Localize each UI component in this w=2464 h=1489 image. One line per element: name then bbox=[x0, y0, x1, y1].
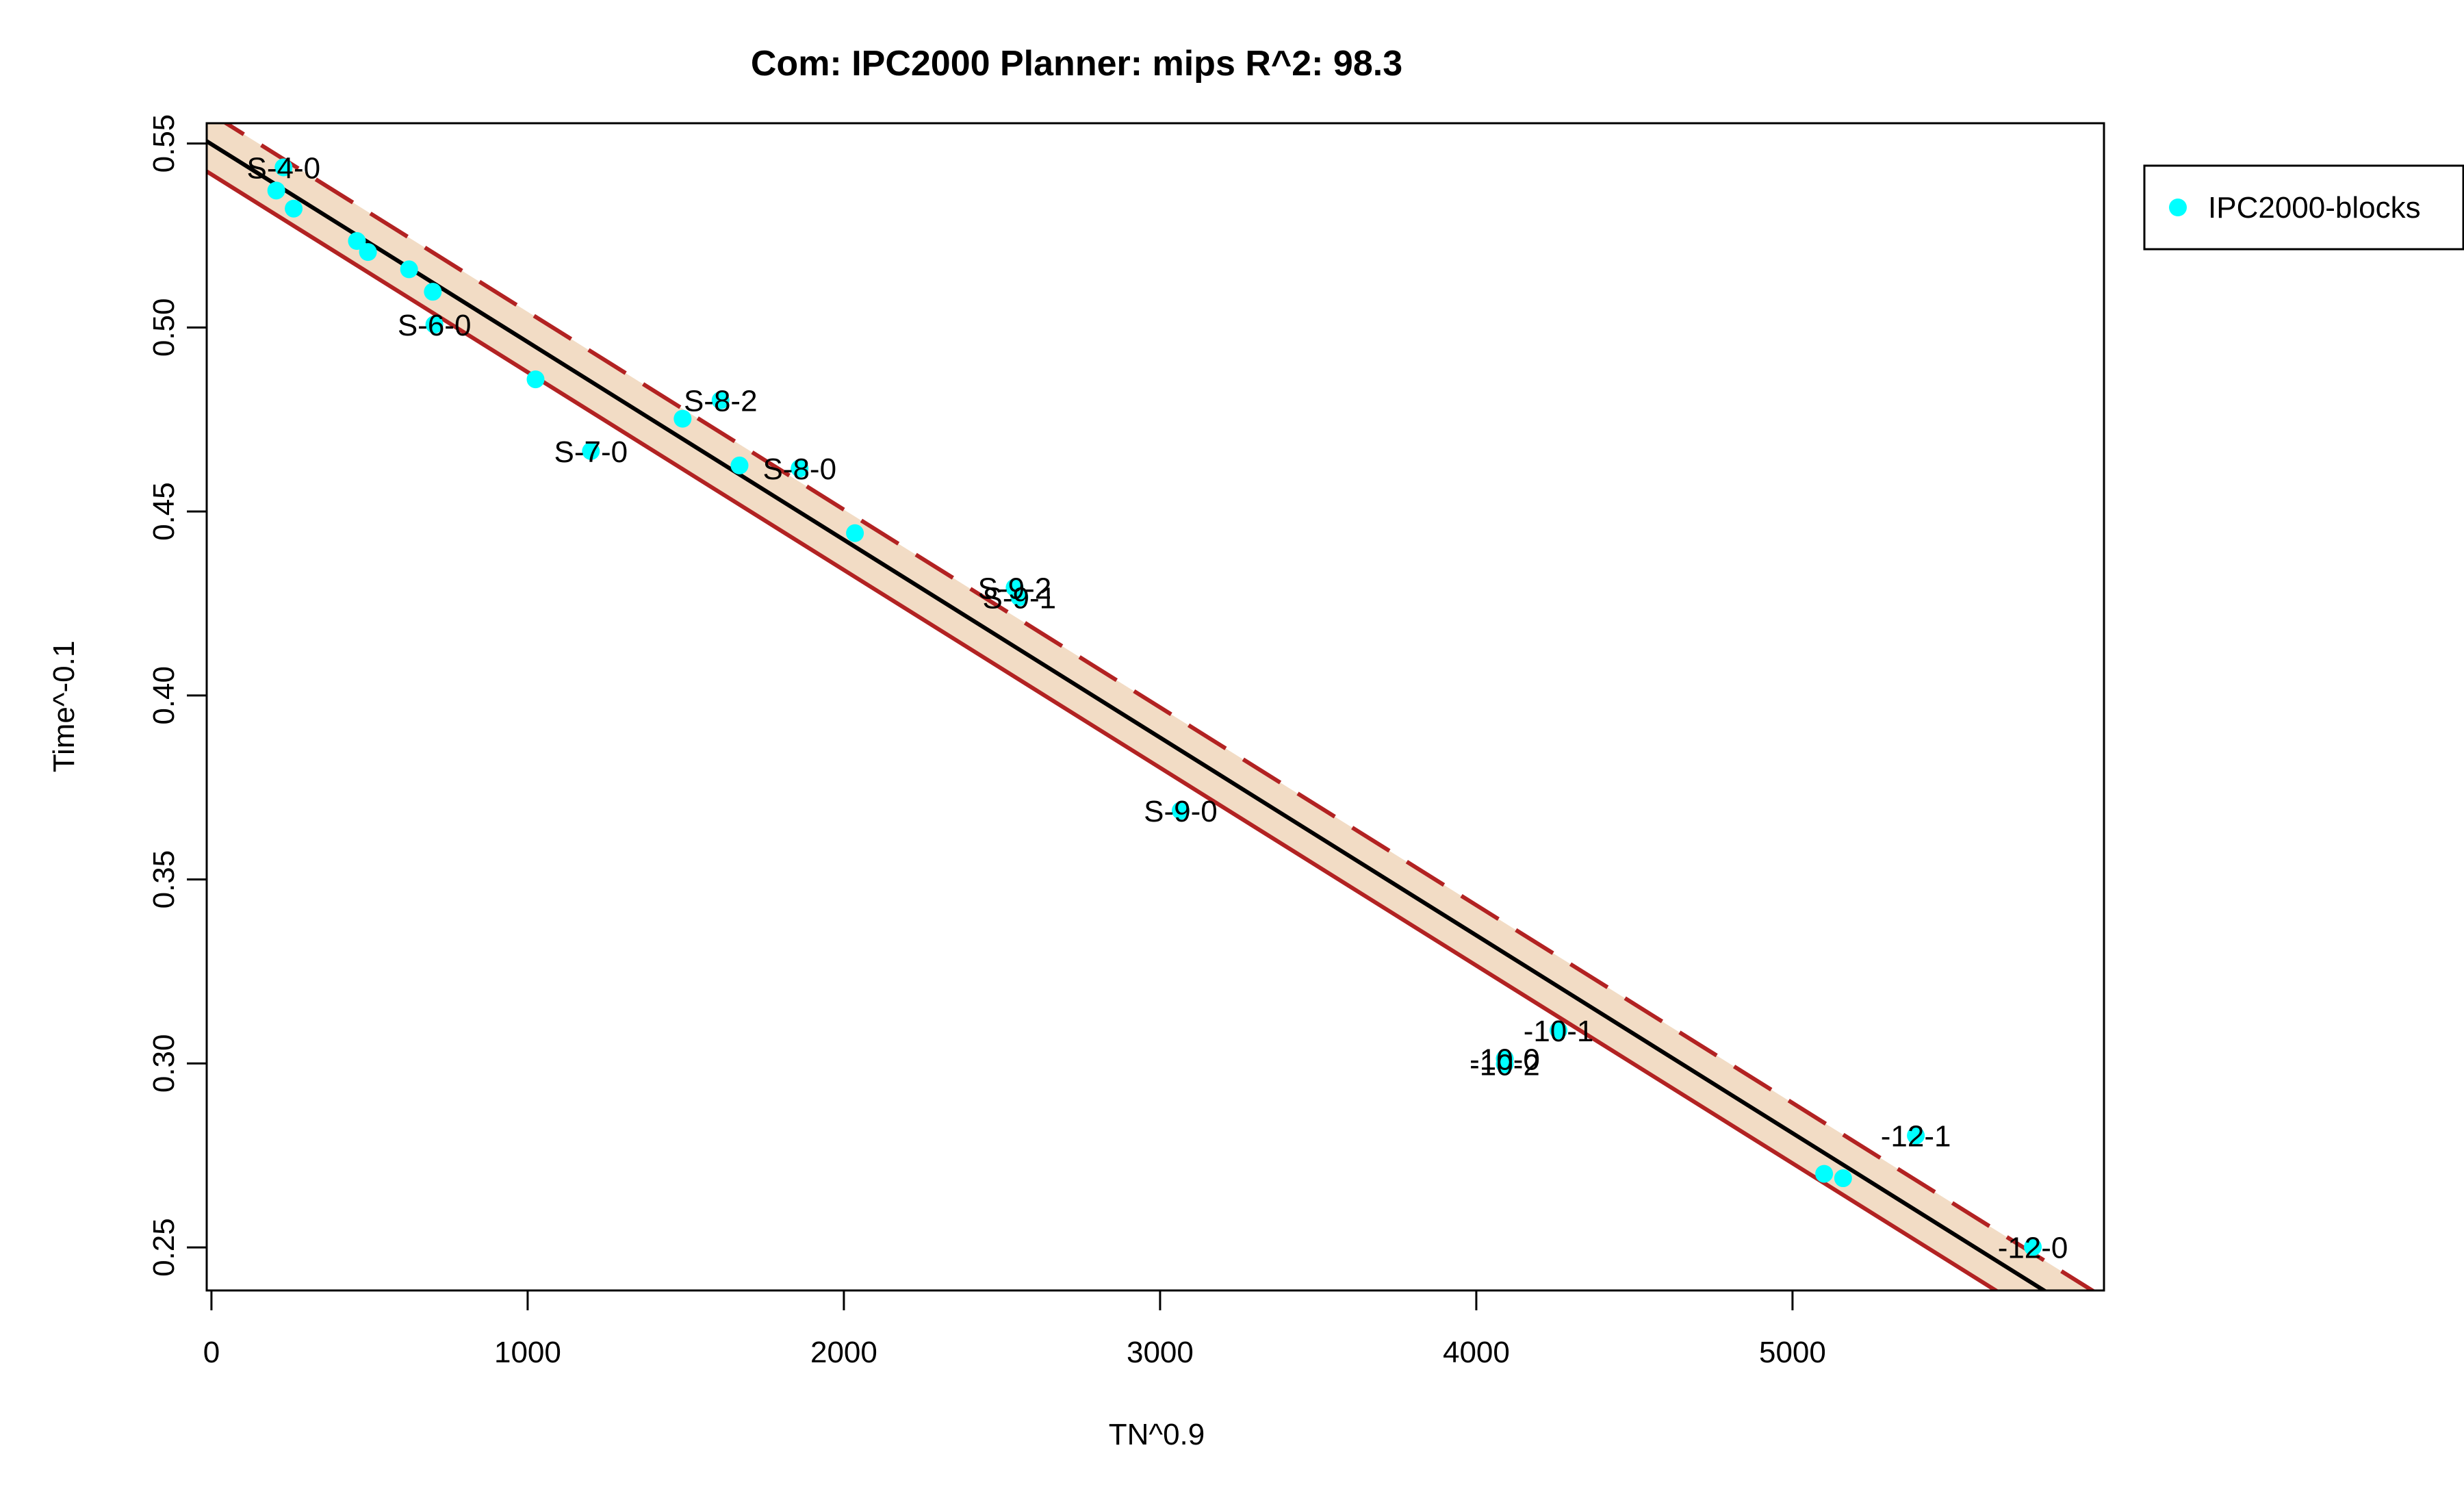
legend-marker-icon bbox=[2169, 199, 2187, 216]
band-upper-line bbox=[222, 123, 2096, 1290]
data-point bbox=[424, 283, 442, 301]
point-label: S-9-0 bbox=[1144, 795, 1218, 828]
point-label: S-6-0 bbox=[398, 309, 472, 342]
point-label: S-9-2 bbox=[978, 572, 1052, 605]
point-label: S-7-0 bbox=[554, 435, 628, 469]
data-point bbox=[1550, 1021, 1568, 1039]
point-label: -12-0 bbox=[1998, 1232, 2068, 1265]
y-tick-label: 0.45 bbox=[147, 482, 181, 541]
data-point bbox=[582, 442, 600, 460]
band-lower-line bbox=[207, 169, 2000, 1290]
data-point bbox=[1815, 1165, 1834, 1183]
legend-entry-label: IPC2000-blocks bbox=[2208, 191, 2421, 225]
legend-box bbox=[2143, 164, 2464, 251]
point-label: S-8-0 bbox=[762, 453, 836, 486]
point-label: S-4-0 bbox=[246, 152, 320, 186]
data-point bbox=[348, 232, 366, 251]
point-labels: S-4-0 S-6-0 S-8-2 S-7-0 S-8-0 S-9-2S-9-1 S-9-0… bbox=[246, 152, 2068, 1265]
y-tick-label: 0.25 bbox=[147, 1218, 181, 1277]
data-point bbox=[1496, 1055, 1514, 1073]
data-point bbox=[1171, 802, 1190, 820]
data-point bbox=[425, 316, 444, 334]
data-point bbox=[711, 391, 730, 409]
data-point bbox=[1834, 1169, 1852, 1188]
y-tick-label: 0.35 bbox=[147, 850, 181, 909]
y-tick-label: 0.40 bbox=[147, 666, 181, 725]
x-axis: 0 1000 2000 3000 4000 5000 bbox=[203, 1289, 1826, 1369]
y-tick-label: 0.55 bbox=[147, 114, 181, 173]
data-points bbox=[267, 158, 2042, 1256]
point-label: -12-1 bbox=[1881, 1120, 1951, 1154]
y-tick-label: 0.50 bbox=[147, 298, 181, 357]
y-axis: 0.25 0.30 0.35 0.40 0.45 0.50 0.55 bbox=[147, 114, 208, 1277]
data-point bbox=[400, 260, 418, 279]
x-tick-label: 5000 bbox=[1759, 1336, 1826, 1369]
data-point bbox=[846, 524, 864, 542]
x-axis-label: TN^0.9 bbox=[1109, 1418, 1205, 1451]
x-tick-label: 3000 bbox=[1127, 1336, 1194, 1369]
data-point bbox=[673, 409, 692, 428]
y-tick-label: 0.30 bbox=[147, 1034, 181, 1093]
point-label: S-8-2 bbox=[684, 385, 758, 418]
point-label: -10-0 bbox=[1470, 1043, 1540, 1076]
data-point bbox=[2024, 1238, 2042, 1256]
chart-title: Com: IPC2000 Planner: mips R^2: 98.3 bbox=[751, 44, 1402, 84]
point-label: S-9-1 bbox=[983, 581, 1057, 615]
data-point bbox=[526, 370, 545, 389]
point-label: -10-1 bbox=[1524, 1015, 1594, 1048]
point-label: -10-2 bbox=[1470, 1048, 1540, 1082]
data-point bbox=[274, 158, 293, 177]
x-tick-label: 0 bbox=[203, 1336, 220, 1369]
x-tick-label: 4000 bbox=[1443, 1336, 1510, 1369]
data-point bbox=[791, 459, 809, 478]
data-point bbox=[1010, 588, 1029, 607]
regression-line bbox=[207, 139, 2049, 1290]
y-axis-label: Time^-0.1 bbox=[47, 641, 81, 773]
data-point bbox=[267, 181, 285, 200]
data-point bbox=[285, 199, 303, 218]
data-point bbox=[1907, 1126, 1925, 1145]
x-tick-label: 1000 bbox=[494, 1336, 561, 1369]
data-point bbox=[359, 243, 377, 262]
x-tick-label: 2000 bbox=[810, 1336, 877, 1369]
legend: IPC2000-blocks bbox=[2143, 164, 2464, 251]
data-point bbox=[730, 456, 749, 474]
